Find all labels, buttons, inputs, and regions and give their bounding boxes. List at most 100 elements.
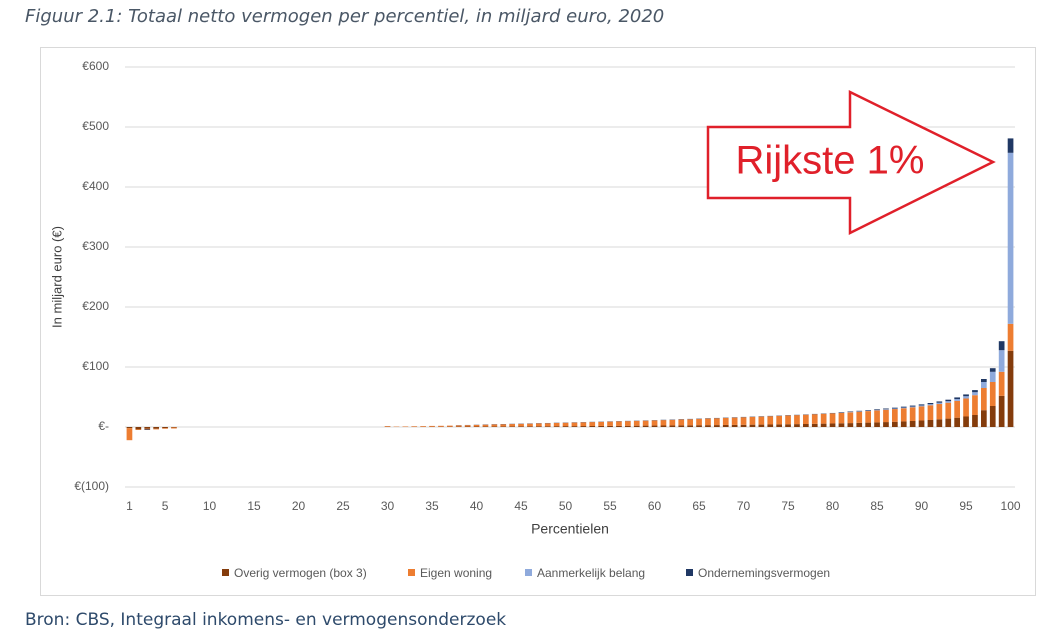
bar-segment [989, 371, 996, 382]
bar-segment [126, 428, 133, 441]
legend-label: Aanmerkelijk belang [537, 566, 645, 580]
bar-segment [153, 428, 159, 430]
bar-segment [589, 422, 596, 426]
bar-segment [767, 416, 774, 425]
bar-segment [927, 419, 934, 427]
x-axis-label: Percentielen [531, 521, 609, 537]
bar-segment [758, 424, 765, 427]
bar-segment [562, 426, 569, 427]
bar-segment [776, 424, 782, 427]
bar-segment [589, 425, 596, 427]
x-tick-label: 1 [126, 499, 133, 513]
bar-segment [883, 408, 889, 410]
bar-segment [1007, 350, 1014, 427]
bar-segment [998, 350, 1005, 372]
bar-segment [722, 424, 729, 427]
bar-segment [998, 395, 1005, 427]
bar-segment [731, 424, 738, 427]
bar-segment [998, 341, 1005, 351]
bar-segment [687, 419, 693, 426]
bar-segment [740, 417, 747, 425]
bar-segment [936, 402, 943, 405]
bar-segment [981, 410, 987, 427]
x-tick-label: 10 [203, 499, 217, 513]
y-tick-label: €400 [82, 179, 109, 193]
bar-segment [518, 426, 524, 427]
bar-segment [491, 426, 498, 427]
bar-segment [998, 371, 1005, 396]
bar-segment [633, 420, 640, 426]
bar-segment [464, 425, 471, 427]
bar-segment [473, 424, 480, 427]
bar-segment [651, 425, 658, 427]
bar-segment [616, 425, 622, 427]
bar-segment [874, 409, 880, 411]
bar-segment [491, 424, 498, 427]
bar-segment [553, 426, 560, 427]
x-tick-label: 70 [737, 499, 751, 513]
bar-segment [527, 426, 533, 427]
bar-segment [544, 423, 551, 427]
bar-segment [1007, 138, 1014, 153]
bar-segment [954, 397, 960, 400]
x-tick-label: 40 [470, 499, 484, 513]
bar-segment [892, 409, 898, 422]
bar-segment [785, 424, 791, 427]
bar-segment [625, 425, 631, 427]
bar-segment [607, 425, 613, 427]
bar-segment [740, 424, 747, 427]
bar-segment [678, 425, 685, 427]
x-tick-label: 65 [692, 499, 706, 513]
bar-segment [918, 420, 925, 427]
bar-segment [162, 427, 168, 429]
bar-segment [883, 409, 889, 423]
legend-label: Overig vermogen (box 3) [234, 566, 367, 580]
bar-segment [544, 426, 551, 427]
bar-segment [794, 424, 800, 427]
bar-segment [856, 411, 863, 423]
bar-segment [856, 410, 863, 412]
bar-segment [509, 426, 515, 427]
source: Bron: CBS, Integraal inkomens- en vermog… [25, 610, 506, 630]
bar-segment [438, 425, 444, 427]
bar-segment [963, 398, 969, 417]
bar-segment [571, 426, 578, 427]
bar-segment [900, 406, 907, 408]
legend-swatch [408, 569, 415, 576]
bar-segment [660, 420, 667, 426]
bar-segment [633, 425, 640, 427]
bar-segment [803, 424, 809, 427]
bar-segment [135, 429, 142, 430]
bar-segment [482, 424, 489, 427]
bar-segment [936, 401, 943, 403]
bar-segment [687, 425, 693, 427]
y-tick-label: €300 [82, 239, 109, 253]
bar-segment [171, 427, 177, 428]
bar-segment [455, 425, 462, 427]
bar-segment [731, 417, 738, 425]
bar-segment [500, 424, 507, 427]
bar-segment [820, 423, 827, 427]
bar-segment [811, 414, 818, 424]
chart-title: Figuur 2.1: Totaal netto vermogen per pe… [25, 6, 664, 27]
bar-segment [838, 423, 845, 427]
y-tick-label: €100 [82, 359, 109, 373]
bar-segment [749, 416, 756, 425]
x-tick-label: 100 [1001, 499, 1021, 513]
bar-segment [963, 416, 969, 427]
bar-segment [954, 417, 960, 427]
bar-segment [856, 422, 863, 427]
legend-swatch [525, 569, 532, 576]
annotation-arrow [706, 89, 996, 236]
bar-segment [153, 427, 159, 429]
legend-swatch [222, 569, 229, 576]
x-tick-label: 50 [559, 499, 573, 513]
bar-segment [518, 423, 524, 427]
bar-segment [571, 422, 578, 427]
bar-segment [785, 415, 791, 425]
bar-segment [776, 415, 782, 425]
legend-label: Ondernemingsvermogen [698, 566, 830, 580]
bar-segment [580, 422, 587, 427]
